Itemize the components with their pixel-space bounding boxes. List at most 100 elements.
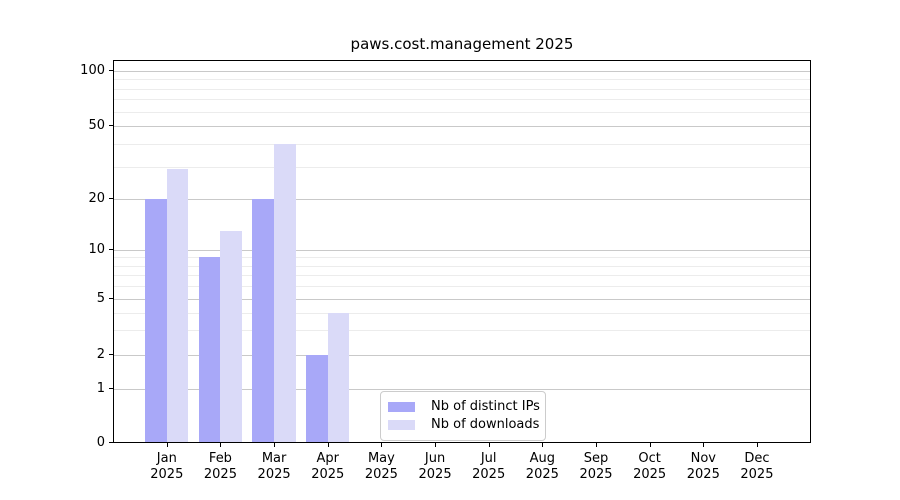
x-tick-month: Aug [529,451,556,466]
y-gridline-minor-4 [114,312,810,314]
y-tick-mark-5 [109,298,113,299]
y-gridline-major-50 [114,126,810,127]
x-tick-month: Apr [316,451,340,466]
x-tick-label-jul: Jul 2025 [459,451,519,483]
x-tick-mark-feb [220,443,222,447]
y-tick-label-0: 0 [96,435,105,450]
x-tick-month: Jan [156,451,177,466]
x-tick-year: 2025 [418,467,452,482]
y-gridline-minor-40 [114,143,810,145]
plot-area: Nb of distinct IPs Nb of downloads [113,60,811,443]
x-tick-month: Sep [583,451,609,466]
bar-apr-downloads [327,312,350,442]
y-gridline-minor-70 [114,99,810,101]
x-tick-year: 2025 [150,467,184,482]
x-tick-year: 2025 [740,467,774,482]
legend-label-downloads: Nb of downloads [431,417,540,432]
y-gridline-major-1 [114,389,810,390]
x-tick-year: 2025 [203,467,237,482]
x-tick-year: 2025 [633,467,667,482]
x-tick-mark-oct [649,443,651,447]
x-tick-year: 2025 [257,467,291,482]
x-tick-mark-jun [435,443,437,447]
x-tick-month: Oct [638,451,661,466]
bar-apr-distinct-ips [306,355,328,442]
x-tick-label-jun: Jun 2025 [405,451,465,483]
y-tick-mark-0 [109,442,113,443]
x-tick-month: Nov [690,451,716,466]
x-tick-mark-sep [596,443,597,447]
x-tick-mark-jan [166,443,168,447]
x-tick-month: Mar [261,451,287,466]
legend-swatch-distinct-ips [388,401,415,412]
y-gridline-major-2 [114,355,810,356]
x-tick-label-nov: Nov 2025 [673,451,733,483]
x-tick-month: Jun [424,451,446,466]
y-gridline-major-20 [114,199,810,200]
y-tick-mark-50 [109,125,113,126]
y-gridline-minor-6 [114,286,810,288]
y-tick-mark-20 [109,198,113,199]
y-tick-label-1: 1 [96,381,105,396]
legend-swatch-downloads [388,419,415,430]
y-tick-label-50: 50 [88,118,105,133]
bar-feb-downloads [220,230,243,442]
y-gridline-minor-3 [114,330,810,332]
x-tick-label-oct: Oct 2025 [620,451,680,483]
y-tick-label-2: 2 [96,347,105,362]
x-tick-month: Feb [208,451,232,466]
legend-item-downloads: Nb of downloads [388,416,540,433]
legend-label-distinct-ips: Nb of distinct IPs [431,399,540,414]
y-tick-mark-2 [109,354,113,355]
y-gridline-minor-8 [114,265,810,267]
x-tick-mark-aug [542,443,544,447]
y-tick-mark-100 [109,70,113,71]
y-tick-mark-10 [109,249,113,250]
bar-mar-downloads [274,143,296,442]
y-gridline-minor-30 [114,166,810,168]
x-tick-mark-mar [274,443,276,447]
y-gridline-major-100 [114,71,810,72]
y-tick-mark-1 [109,388,113,389]
x-tick-mark-jul [488,443,490,447]
x-tick-mark-dec [756,443,758,447]
x-tick-mark-may [381,443,383,447]
y-gridline-major-10 [114,250,810,251]
x-tick-mark-nov [703,443,705,447]
x-tick-year: 2025 [686,467,720,482]
x-tick-label-feb: Feb 2025 [190,451,250,483]
chart-legend: Nb of distinct IPs Nb of downloads [380,391,546,441]
x-tick-month: Dec [744,451,770,466]
y-gridline-major-5 [114,299,810,300]
y-gridline-minor-9 [114,257,810,259]
x-tick-year: 2025 [579,467,613,482]
bar-feb-distinct-ips [198,257,221,442]
y-tick-label-5: 5 [96,291,105,306]
x-tick-label-sep: Sep 2025 [566,451,626,483]
x-tick-month: May [367,451,395,466]
y-tick-label-10: 10 [88,242,105,257]
x-tick-label-jan: Jan 2025 [137,451,197,483]
x-tick-label-apr: Apr 2025 [298,451,358,483]
bar-jan-downloads [166,169,189,442]
x-tick-year: 2025 [311,467,345,482]
x-tick-mark-apr [327,443,329,447]
x-tick-month: Jul [480,451,497,466]
y-tick-label-20: 20 [88,191,105,206]
x-tick-label-aug: Aug 2025 [512,451,572,483]
x-tick-label-may: May 2025 [351,451,411,483]
x-tick-year: 2025 [525,467,559,482]
x-tick-label-mar: Mar 2025 [244,451,304,483]
y-tick-label-100: 100 [80,63,105,78]
y-gridline-minor-7 [114,275,810,277]
x-tick-label-dec: Dec 2025 [727,451,787,483]
x-tick-year: 2025 [472,467,506,482]
bar-mar-distinct-ips [252,199,275,442]
x-tick-year: 2025 [364,467,398,482]
chart-title: paws.cost.management 2025 [350,35,574,53]
y-gridline-minor-60 [114,111,810,113]
bar-jan-distinct-ips [145,199,167,442]
legend-item-distinct-ips: Nb of distinct IPs [388,398,540,415]
y-gridline-minor-80 [114,88,810,90]
